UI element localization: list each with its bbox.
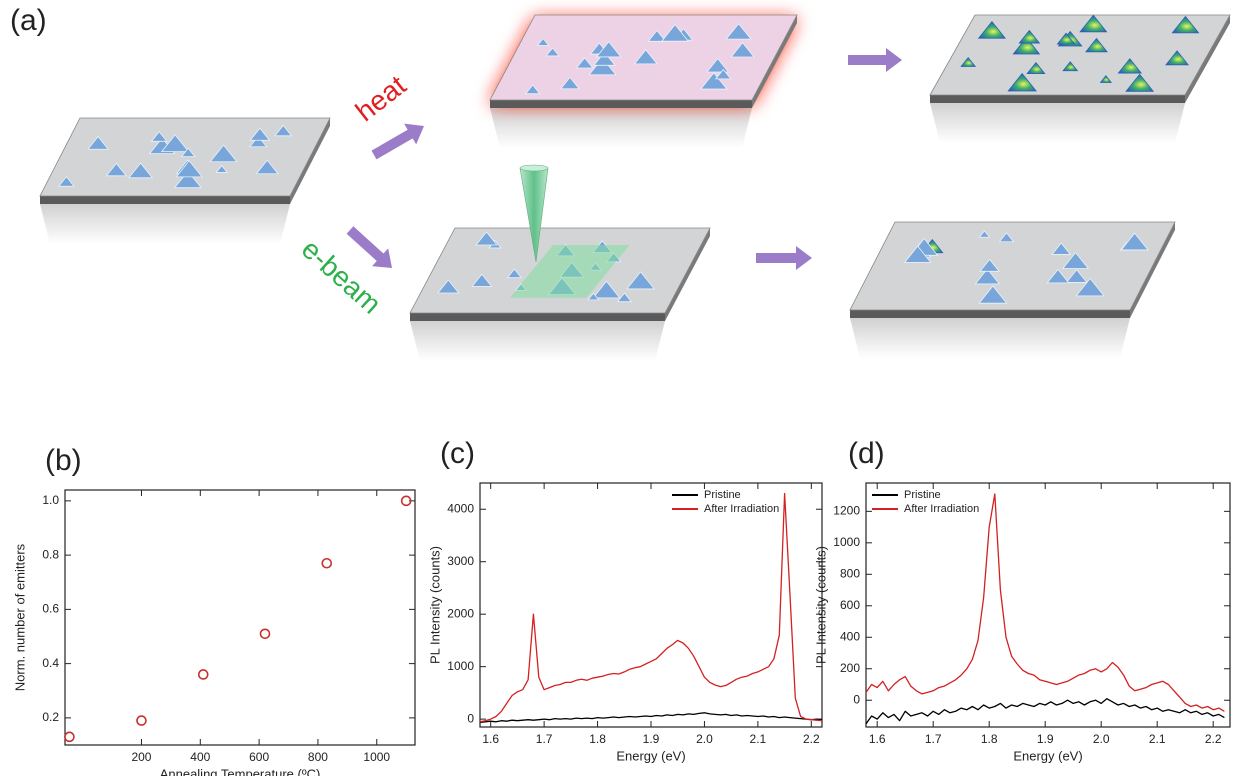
y-tick-label: 1200 xyxy=(833,504,860,518)
x-tick-label: 1.7 xyxy=(925,732,942,746)
x-tick-label: 800 xyxy=(308,750,328,764)
arrow xyxy=(371,124,424,160)
x-tick-label: 1000 xyxy=(363,750,390,764)
x-tick-label: 600 xyxy=(249,750,269,764)
x-tick-label: 1.6 xyxy=(482,732,499,746)
legend-label: Pristine xyxy=(904,489,941,501)
slab-shadow xyxy=(850,318,1130,358)
data-point xyxy=(322,559,331,568)
y-axis-title: PL Intensity (counts) xyxy=(427,546,442,664)
x-axis-title: Energy (eV) xyxy=(616,748,685,763)
legend-label: Pristine xyxy=(704,489,741,501)
slab-shadow xyxy=(40,204,290,244)
arrow xyxy=(756,246,812,270)
data-point xyxy=(261,629,270,638)
data-point xyxy=(199,670,208,679)
x-tick-label: 1.7 xyxy=(536,732,553,746)
x-tick-label: 2.1 xyxy=(1149,732,1166,746)
slab-edge xyxy=(40,196,290,204)
x-tick-label: 1.9 xyxy=(1037,732,1054,746)
x-axis-title: Annealing Temperature (ºC) xyxy=(160,766,321,776)
series-line xyxy=(866,494,1224,711)
schematic xyxy=(40,15,1230,361)
panel-label: (a) xyxy=(10,4,47,37)
data-point xyxy=(137,716,146,725)
x-tick-label: 400 xyxy=(190,750,210,764)
x-tick-label: 2.1 xyxy=(750,732,767,746)
x-tick-label: 200 xyxy=(131,750,151,764)
data-point xyxy=(65,732,74,741)
legend-label: After Irradiation xyxy=(704,503,779,515)
y-tick-label: 800 xyxy=(840,566,860,580)
plot-frame xyxy=(866,483,1230,727)
y-tick-label: 600 xyxy=(840,598,860,612)
arrow xyxy=(848,48,902,72)
panel-label: (d) xyxy=(848,437,885,470)
y-axis-title: PL Intensity (counts) xyxy=(813,546,828,664)
slab-edge xyxy=(930,95,1185,103)
plot-frame xyxy=(480,483,822,727)
y-tick-label: 0.6 xyxy=(42,602,59,616)
x-tick-label: 2.2 xyxy=(1205,732,1222,746)
x-axis-title: Energy (eV) xyxy=(1013,748,1082,763)
page: {"figure": {"panel_a": {"label": "(a)", … xyxy=(0,0,1238,776)
ebeam-cone-top xyxy=(520,165,548,171)
slab-top xyxy=(850,222,1175,310)
series-line xyxy=(866,699,1224,724)
x-tick-label: 1.8 xyxy=(589,732,606,746)
y-tick-label: 0.4 xyxy=(42,656,59,670)
y-tick-label: 0.2 xyxy=(42,710,59,724)
slab-shadow xyxy=(490,108,752,148)
y-tick-label: 1.0 xyxy=(42,493,59,507)
slab-edge xyxy=(410,313,665,321)
y-tick-label: 1000 xyxy=(447,659,474,673)
legend-label: After Irradiation xyxy=(904,503,979,515)
y-tick-label: 400 xyxy=(840,629,860,643)
slab-edge xyxy=(850,310,1130,318)
x-tick-label: 1.9 xyxy=(643,732,660,746)
x-tick-label: 2.0 xyxy=(696,732,713,746)
y-tick-label: 0 xyxy=(467,711,474,725)
series-line xyxy=(480,494,822,722)
slab-shadow xyxy=(410,321,665,361)
series-line xyxy=(480,713,822,723)
y-tick-label: 4000 xyxy=(447,501,474,515)
y-tick-label: 2000 xyxy=(447,606,474,620)
plot-frame xyxy=(65,490,415,745)
y-tick-label: 0 xyxy=(853,692,860,706)
heat-label: heat xyxy=(350,69,412,127)
figure: (a) heat e-beam (b)20040060080010000.20.… xyxy=(0,0,1238,776)
slab-edge xyxy=(490,100,752,108)
panel-label: (b) xyxy=(45,444,82,477)
x-tick-label: 2.2 xyxy=(803,732,820,746)
x-tick-label: 1.6 xyxy=(869,732,886,746)
x-tick-label: 1.8 xyxy=(981,732,998,746)
y-tick-label: 3000 xyxy=(447,554,474,568)
y-tick-label: 200 xyxy=(840,661,860,675)
arrow xyxy=(347,226,392,268)
x-tick-label: 2.0 xyxy=(1093,732,1110,746)
panel-label: (c) xyxy=(440,437,475,470)
y-tick-label: 1000 xyxy=(833,535,860,549)
y-tick-label: 0.8 xyxy=(42,547,59,561)
y-axis-title: Norm. number of emitters xyxy=(12,543,27,691)
slab-shadow xyxy=(930,103,1185,143)
